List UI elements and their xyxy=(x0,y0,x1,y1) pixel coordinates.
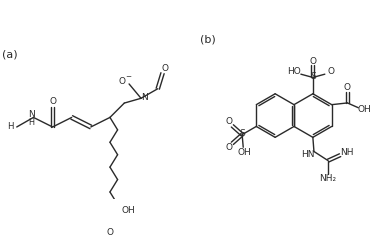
Text: S: S xyxy=(240,129,245,138)
Text: NH₂: NH₂ xyxy=(319,174,337,183)
Text: S: S xyxy=(310,72,316,81)
Text: NH: NH xyxy=(341,148,354,157)
Text: H: H xyxy=(29,118,34,127)
Text: OH: OH xyxy=(238,148,252,157)
Text: O: O xyxy=(344,83,351,92)
Text: OH: OH xyxy=(121,206,135,215)
Text: O: O xyxy=(49,97,56,106)
Text: −: − xyxy=(125,74,131,80)
Text: O: O xyxy=(327,67,334,76)
Text: O: O xyxy=(225,117,232,126)
Text: O: O xyxy=(309,57,316,66)
Text: O: O xyxy=(119,77,126,86)
Text: H: H xyxy=(7,122,14,131)
Text: O: O xyxy=(162,64,169,73)
Text: O: O xyxy=(107,228,113,237)
Text: O: O xyxy=(225,143,232,152)
Text: OH: OH xyxy=(358,106,371,114)
Text: HN: HN xyxy=(301,150,314,159)
Text: N: N xyxy=(28,110,35,119)
Text: (b): (b) xyxy=(200,35,216,45)
Text: (a): (a) xyxy=(2,49,18,59)
Text: HO: HO xyxy=(287,67,301,76)
Text: N: N xyxy=(141,93,147,102)
